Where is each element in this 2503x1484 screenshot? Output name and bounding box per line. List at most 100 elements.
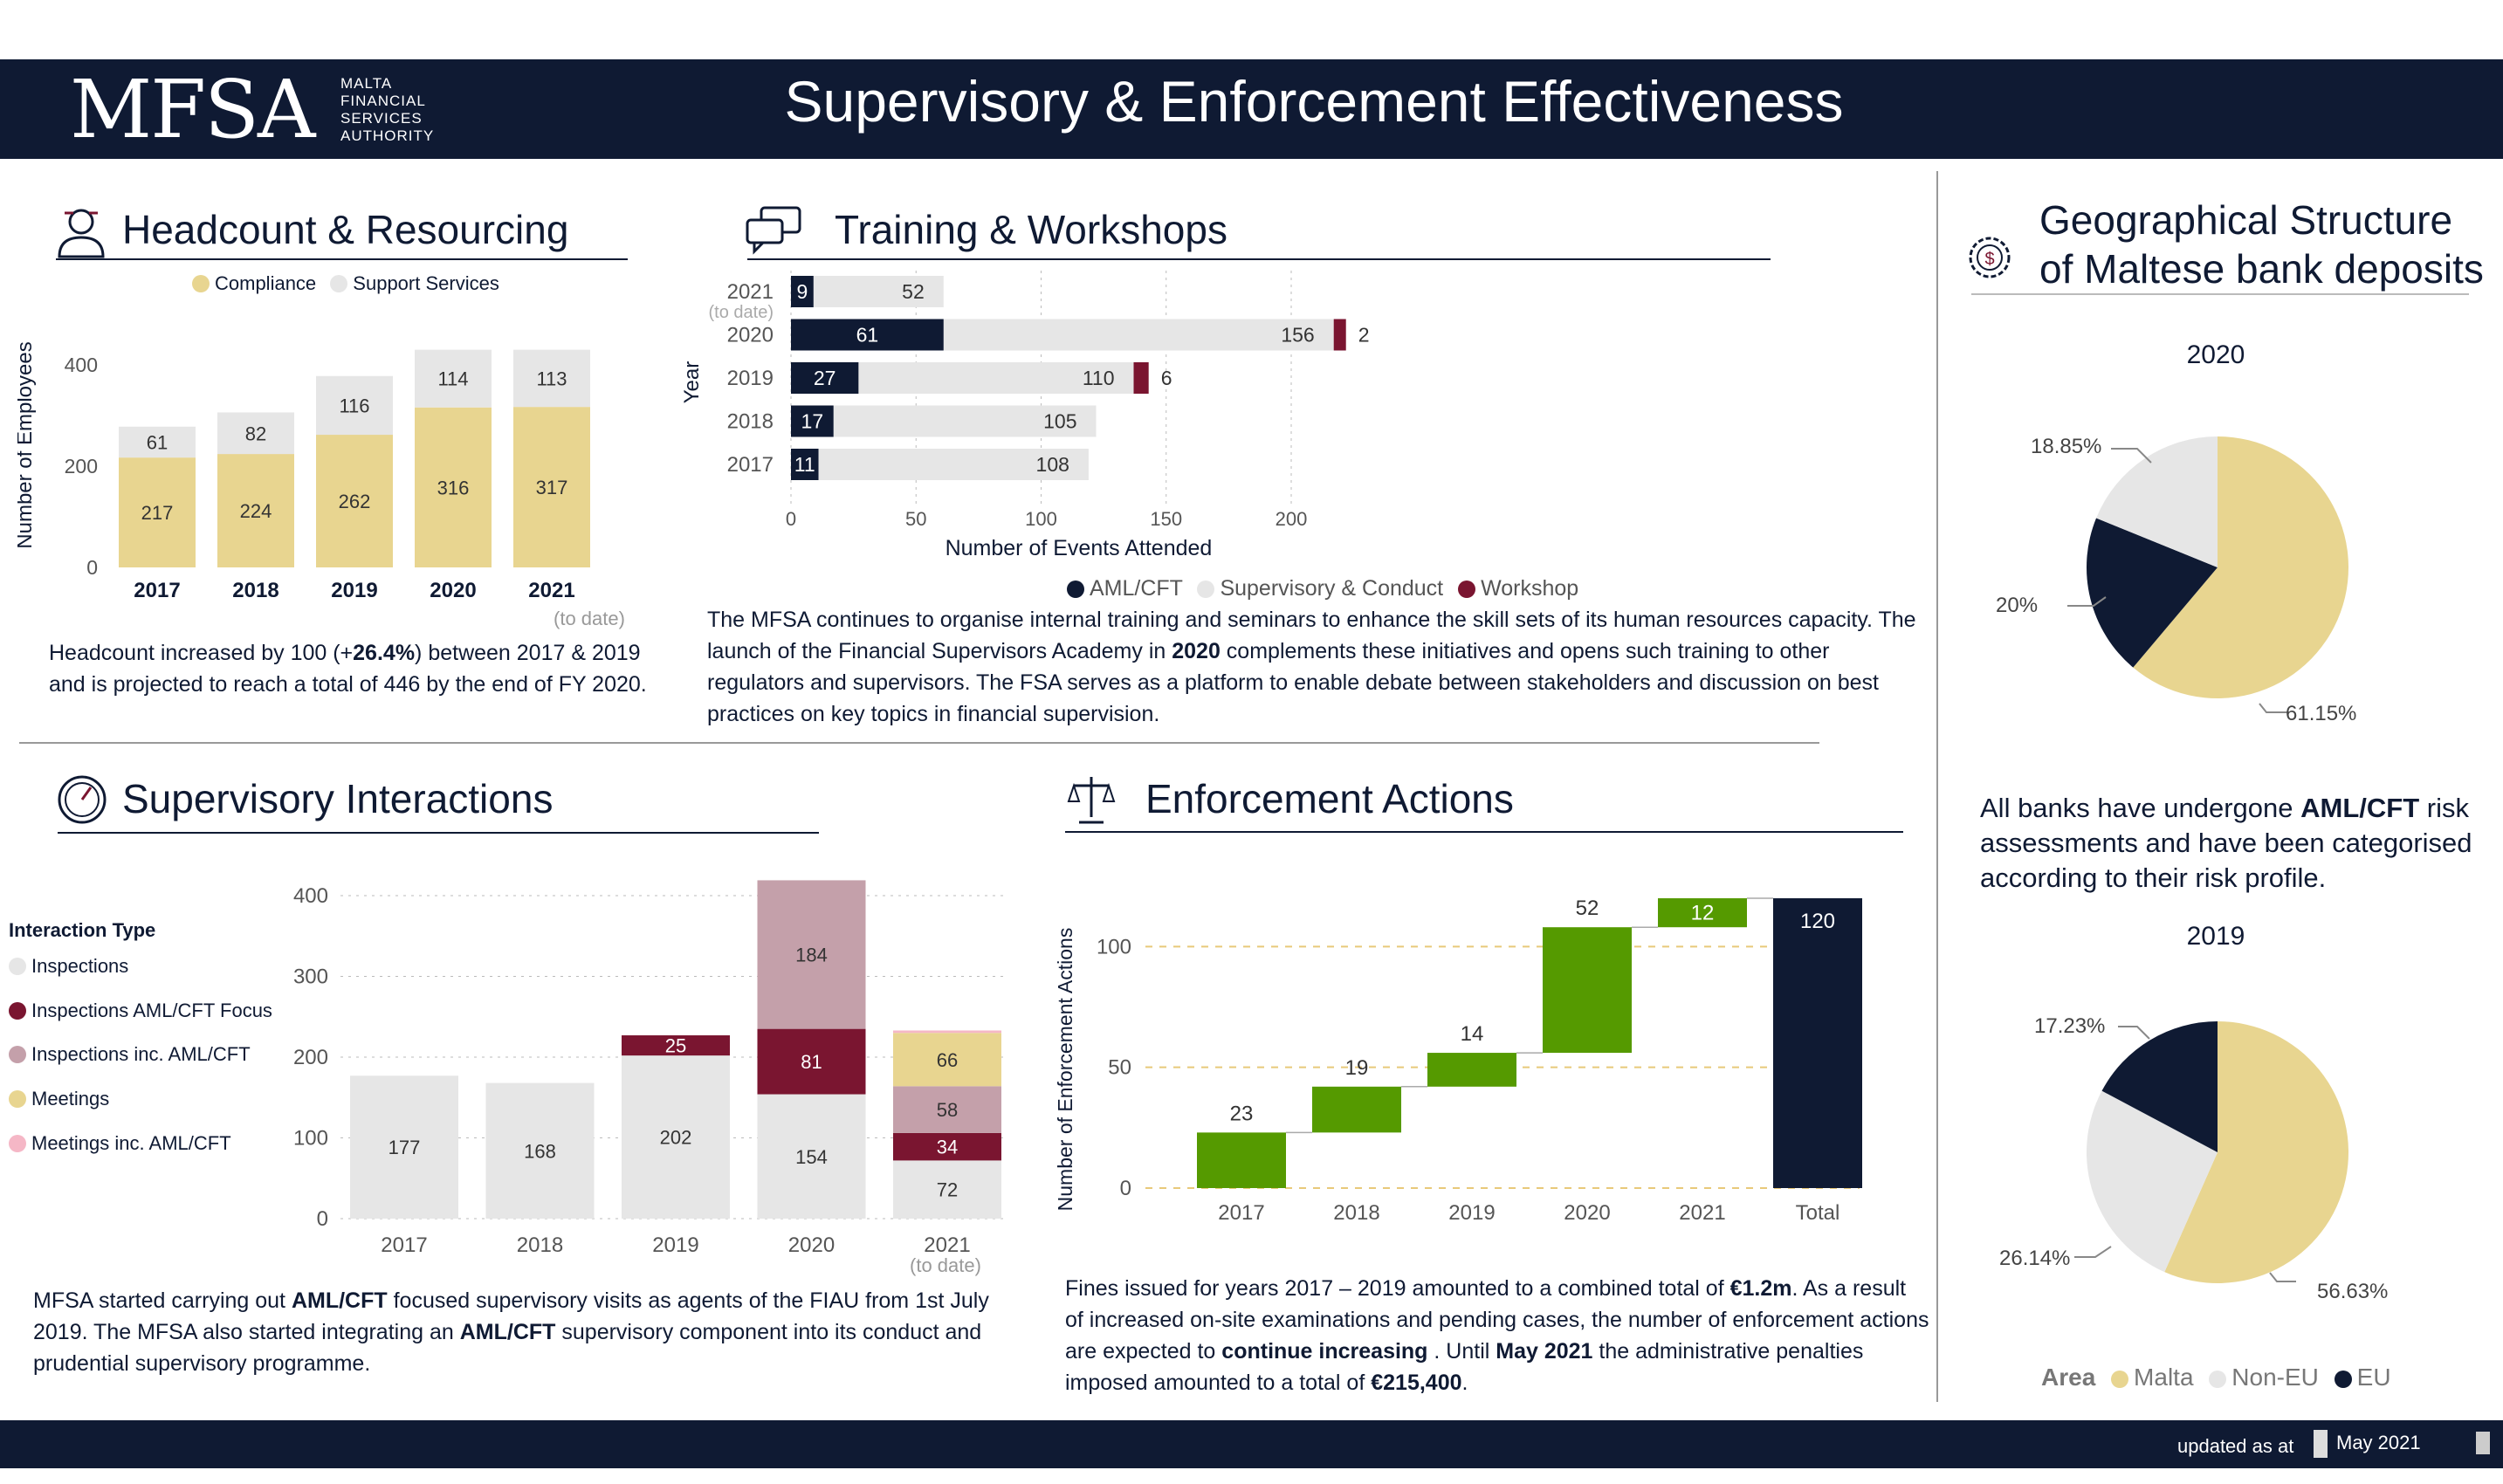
legend-label: Workshop xyxy=(1481,576,1579,601)
data-label: 168 xyxy=(524,1140,556,1162)
header-bar xyxy=(0,59,2503,159)
pie-2019-leader-lines xyxy=(2074,1026,2296,1282)
training-rule xyxy=(747,258,1771,260)
data-label: 113 xyxy=(536,368,567,389)
legend-swatch-aml-focus xyxy=(9,1002,26,1020)
headcount-chart: Number of Employees 0 200 400 217 61 2017 224 82… xyxy=(17,341,590,602)
x-tick-label: 0 xyxy=(786,508,796,530)
data-label: 9 xyxy=(796,280,808,303)
y-tick-label: 2017 xyxy=(727,453,774,477)
logo-subtitle: MALTA FINANCIAL SERVICES AUTHORITY xyxy=(340,75,434,145)
bar-compliance xyxy=(316,435,393,567)
bar-aml xyxy=(791,449,819,480)
x-tick-label: 2017 xyxy=(381,1233,427,1257)
interactions-rule xyxy=(58,832,819,834)
updated-date: May 2021 xyxy=(2336,1432,2421,1453)
bar-support xyxy=(316,375,393,436)
mfsa-logo: MFSA xyxy=(70,63,315,156)
footer-scroll-handle[interactable] xyxy=(2476,1432,2490,1454)
legend-swatch-inspections xyxy=(9,958,26,975)
bar-support xyxy=(217,412,294,455)
data-label: 61 xyxy=(856,324,879,347)
x-tick-label: 100 xyxy=(1025,508,1057,530)
person-icon xyxy=(58,209,105,258)
bar-increment xyxy=(1197,1132,1286,1188)
dollar-gear-icon: $ xyxy=(1969,237,2011,278)
scales-icon xyxy=(1067,777,1116,824)
pie-2020-label: 18.85% xyxy=(2031,435,2102,458)
legend-swatch-inc-aml xyxy=(9,1046,26,1063)
pie-slice xyxy=(2101,1021,2218,1152)
data-label: 224 xyxy=(240,500,272,522)
footer-bar xyxy=(0,1420,2503,1468)
data-label: 82 xyxy=(245,423,266,444)
x-tick-label: 2017 xyxy=(134,579,180,602)
data-label: 34 xyxy=(937,1137,958,1158)
y-tick-label: 0 xyxy=(317,1207,328,1231)
interactions-legend-title: Interaction Type xyxy=(9,919,156,941)
bar-supervisory xyxy=(813,276,944,307)
interactions-legend-item: Meetings xyxy=(9,1088,109,1110)
legend-label: EU xyxy=(2356,1364,2391,1391)
legend-swatch-workshop xyxy=(1458,581,1476,598)
y-tick-label: 200 xyxy=(65,455,98,477)
x-tick-label: 2018 xyxy=(232,579,278,602)
geo-legend: Area Malta Non-EU EU xyxy=(2041,1364,2391,1391)
bar-total xyxy=(1773,898,1862,1188)
y-tick-label: 2021 xyxy=(727,280,774,304)
legend-title: Area xyxy=(2041,1364,2096,1391)
chat-bubbles-icon xyxy=(746,206,801,255)
bar-segment xyxy=(350,1075,458,1219)
x-tick-label: 2018 xyxy=(517,1233,563,1257)
pie-slice xyxy=(2164,1021,2348,1283)
data-label: 6 xyxy=(1161,367,1172,389)
logo-sub-line: AUTHORITY xyxy=(340,127,435,144)
x-tick-label: 2021 xyxy=(924,1233,970,1257)
x-tick-label: 2019 xyxy=(652,1233,698,1257)
legend-swatch-aml xyxy=(1067,581,1084,598)
interactions-legend-item: Inspections AML/CFT Focus xyxy=(9,1000,272,1022)
x-tick-label: 150 xyxy=(1150,508,1182,530)
bar-supervisory xyxy=(943,319,1334,351)
x-tick-label: 2021 xyxy=(1679,1201,1725,1225)
pie-2020-title: 2020 xyxy=(2186,340,2245,369)
interactions-to-date-note: (to date) xyxy=(910,1254,981,1276)
y-tick-label: 200 xyxy=(293,1046,328,1069)
data-label: 217 xyxy=(141,502,174,524)
x-tick-label: 50 xyxy=(905,508,926,530)
data-label: 17 xyxy=(801,410,824,433)
data-label: 114 xyxy=(437,368,468,390)
date-slicer-handle[interactable] xyxy=(2314,1430,2328,1458)
bar-segment xyxy=(757,1028,866,1095)
interactions-chart: 0 100 200 300 400 177 2017 168 2018 202 25 2019 154 8… xyxy=(293,880,1004,1257)
legend-swatch-eu xyxy=(2334,1371,2352,1388)
data-label: 81 xyxy=(801,1051,822,1073)
data-label: 262 xyxy=(339,491,371,512)
data-label: 23 xyxy=(1230,1102,1254,1125)
vertical-divider xyxy=(1936,171,1938,1402)
pie-slice xyxy=(2133,436,2348,698)
data-label: 105 xyxy=(1043,410,1076,433)
legend-label: Inspections AML/CFT Focus xyxy=(31,1000,272,1021)
legend-label: AML/CFT xyxy=(1090,576,1183,601)
data-label: 11 xyxy=(794,453,815,476)
x-axis-label: Number of Events Attended xyxy=(946,536,1213,560)
interactions-text: MFSA started carrying out AML/CFT focuse… xyxy=(33,1288,989,1376)
bar-workshop xyxy=(1133,362,1149,394)
legend-label: Compliance xyxy=(215,272,317,294)
data-label: 72 xyxy=(937,1179,958,1201)
data-label: 156 xyxy=(1281,324,1314,347)
x-tick-label: 2021 xyxy=(528,579,574,602)
training-legend: AML/CFT Supervisory & Conduct Workshop xyxy=(1067,576,1578,601)
logo-sub-line: SERVICES xyxy=(340,110,423,127)
bar-segment xyxy=(757,1094,866,1219)
bar-compliance xyxy=(513,407,590,567)
pie-2019-label: 56.63% xyxy=(2317,1280,2389,1303)
pie-2019-label: 17.23% xyxy=(2034,1014,2106,1038)
data-label: 154 xyxy=(795,1146,828,1168)
data-label: 19 xyxy=(1345,1056,1369,1080)
svg-text:$: $ xyxy=(1984,250,1994,269)
x-tick-label: 2018 xyxy=(1333,1201,1379,1225)
legend-label: Support Services xyxy=(353,272,499,294)
logo-sub-line: FINANCIAL xyxy=(340,93,426,109)
